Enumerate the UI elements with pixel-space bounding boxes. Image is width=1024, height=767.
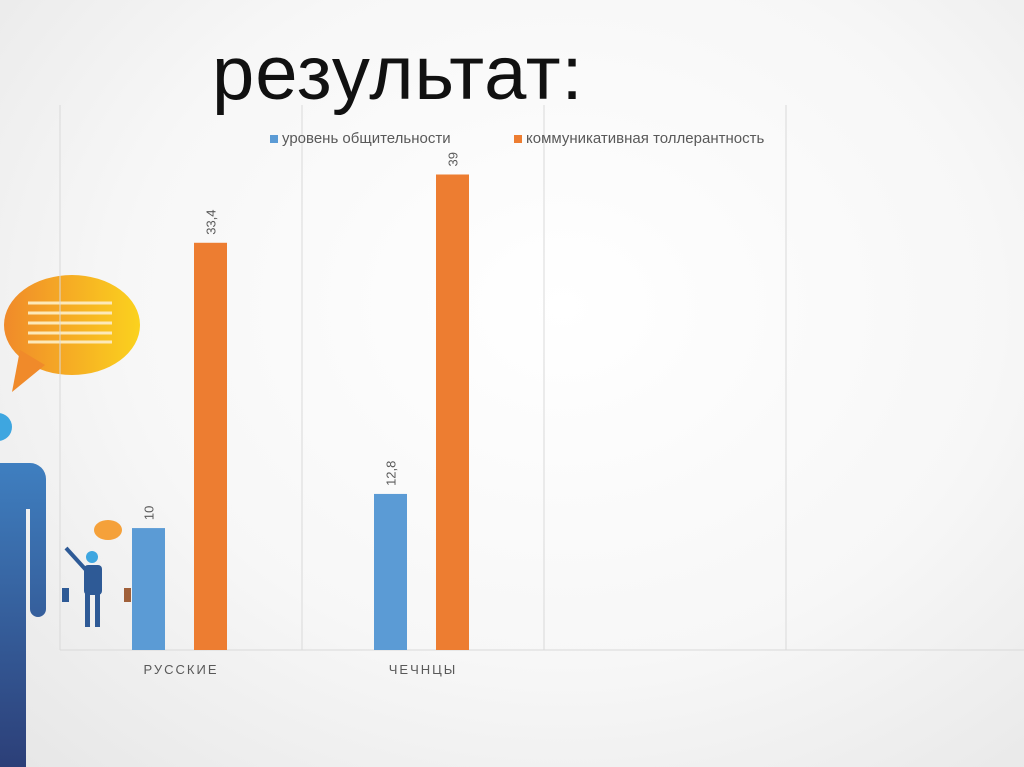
legend-swatch: [514, 134, 522, 143]
data-label: 33,4: [204, 209, 219, 234]
data-label: 12,8: [384, 461, 399, 486]
bar: [194, 242, 227, 650]
bar: [436, 174, 469, 650]
speech-bubble-icon: [4, 275, 140, 392]
legend-item-series-2: коммуникативная толлерантность: [514, 130, 764, 147]
legend-label: коммуникативная толлерантность: [526, 130, 765, 147]
legend-label: уровень общительности: [282, 130, 451, 147]
legend-item-series-1: уровень общительности: [270, 130, 451, 147]
data-label: 10: [142, 506, 157, 520]
small-people-icon: [62, 520, 131, 627]
x-tick-label: РУССКИЕ: [143, 662, 218, 677]
bar: [374, 493, 407, 650]
x-tick-label: ЧЕЧНЦЫ: [389, 662, 458, 677]
bar: [132, 528, 165, 650]
data-label: 39: [446, 152, 461, 166]
legend-swatch: [270, 134, 278, 143]
slide-title: результат:: [212, 31, 584, 116]
person-figure-icon: [0, 413, 46, 767]
